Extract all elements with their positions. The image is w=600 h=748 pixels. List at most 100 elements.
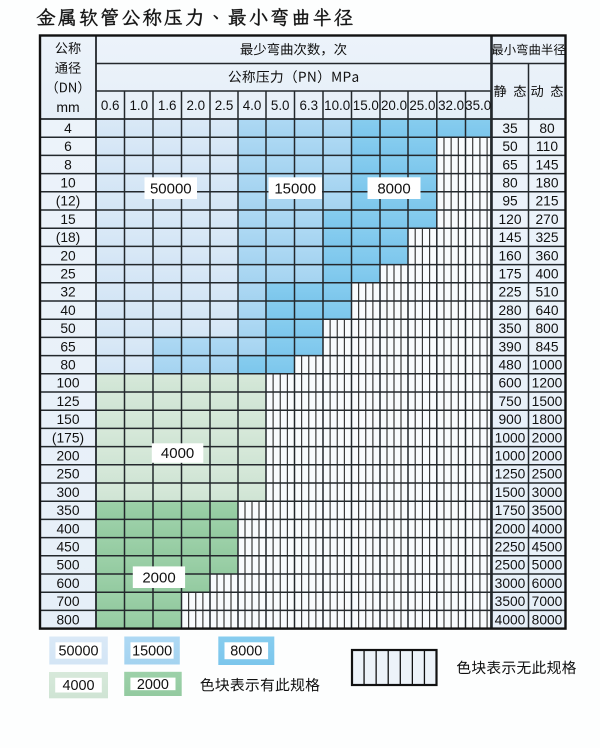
svg-text:180: 180 — [535, 176, 558, 191]
svg-text:360: 360 — [535, 248, 558, 263]
svg-text:175: 175 — [498, 267, 521, 282]
svg-text:6000: 6000 — [532, 576, 563, 591]
svg-text:150: 150 — [56, 412, 79, 427]
svg-text:50000: 50000 — [150, 180, 192, 197]
svg-text:15: 15 — [60, 212, 76, 227]
svg-text:1500: 1500 — [532, 394, 563, 409]
svg-text:4000: 4000 — [532, 521, 563, 536]
svg-text:100: 100 — [56, 376, 79, 391]
svg-text:10.0: 10.0 — [324, 98, 350, 113]
svg-text:1.0: 1.0 — [129, 98, 148, 113]
svg-text:640: 640 — [535, 303, 558, 318]
svg-text:1.6: 1.6 — [158, 98, 177, 113]
svg-text:400: 400 — [535, 267, 558, 282]
svg-text:300: 300 — [56, 485, 79, 500]
svg-text:40: 40 — [60, 303, 76, 318]
svg-text:7000: 7000 — [532, 594, 563, 609]
svg-text:32: 32 — [60, 285, 75, 300]
svg-text:25.0: 25.0 — [409, 98, 435, 113]
svg-text:145: 145 — [535, 157, 558, 172]
svg-text:(18): (18) — [56, 230, 81, 245]
svg-text:1200: 1200 — [532, 376, 563, 391]
svg-text:5000: 5000 — [532, 558, 563, 573]
svg-text:50000: 50000 — [58, 643, 98, 659]
svg-text:2500: 2500 — [495, 558, 526, 573]
svg-text:1000: 1000 — [495, 449, 526, 464]
svg-text:2250: 2250 — [495, 540, 526, 555]
svg-text:1500: 1500 — [495, 485, 526, 500]
svg-text:4.0: 4.0 — [243, 98, 262, 113]
svg-text:600: 600 — [498, 376, 521, 391]
svg-text:845: 845 — [535, 339, 558, 354]
svg-text:1750: 1750 — [495, 503, 526, 518]
svg-text:20: 20 — [60, 248, 76, 263]
svg-text:50: 50 — [502, 139, 518, 154]
svg-text:6.3: 6.3 — [299, 98, 318, 113]
svg-text:2500: 2500 — [532, 467, 563, 482]
svg-text:25: 25 — [60, 267, 76, 282]
svg-text:65: 65 — [502, 157, 518, 172]
svg-text:10: 10 — [60, 176, 76, 191]
svg-text:750: 750 — [498, 394, 521, 409]
svg-text:600: 600 — [56, 576, 79, 591]
svg-text:80: 80 — [502, 176, 518, 191]
svg-text:15000: 15000 — [132, 643, 172, 659]
svg-text:480: 480 — [498, 358, 521, 373]
svg-text:2000: 2000 — [532, 430, 563, 445]
svg-text:0.6: 0.6 — [101, 98, 120, 113]
svg-text:400: 400 — [56, 521, 79, 536]
svg-text:5.0: 5.0 — [271, 98, 290, 113]
svg-text:200: 200 — [56, 449, 79, 464]
svg-text:4000: 4000 — [161, 445, 194, 462]
svg-text:15.0: 15.0 — [353, 98, 379, 113]
svg-text:8000: 8000 — [230, 644, 262, 660]
svg-text:1250: 1250 — [495, 467, 526, 482]
svg-text:2000: 2000 — [532, 449, 563, 464]
svg-text:95: 95 — [502, 194, 518, 209]
svg-text:6: 6 — [64, 139, 72, 154]
svg-text:700: 700 — [56, 594, 79, 609]
svg-text:8000: 8000 — [377, 180, 410, 197]
svg-text:2000: 2000 — [142, 569, 175, 586]
svg-text:1000: 1000 — [532, 358, 563, 373]
svg-text:350: 350 — [56, 503, 79, 518]
svg-text:(12): (12) — [56, 194, 81, 209]
svg-text:15000: 15000 — [274, 180, 316, 197]
svg-text:2.5: 2.5 — [215, 98, 234, 113]
svg-text:20.0: 20.0 — [381, 98, 407, 113]
svg-text:4: 4 — [64, 121, 72, 136]
svg-text:2.0: 2.0 — [186, 98, 205, 113]
svg-text:32.0: 32.0 — [438, 98, 464, 113]
svg-text:35.0: 35.0 — [465, 98, 491, 113]
svg-text:8000: 8000 — [532, 612, 563, 627]
svg-text:450: 450 — [56, 540, 79, 555]
svg-text:2000: 2000 — [495, 521, 526, 536]
svg-text:110: 110 — [536, 139, 558, 154]
svg-text:120: 120 — [498, 212, 521, 227]
svg-text:8: 8 — [64, 157, 72, 172]
svg-text:390: 390 — [498, 339, 521, 354]
svg-text:4500: 4500 — [532, 540, 563, 555]
svg-text:125: 125 — [56, 394, 79, 409]
svg-text:65: 65 — [60, 339, 76, 354]
svg-text:160: 160 — [498, 248, 521, 263]
svg-text:3000: 3000 — [495, 576, 526, 591]
svg-text:1000: 1000 — [495, 430, 526, 445]
svg-text:50: 50 — [60, 321, 76, 336]
svg-text:280: 280 — [498, 303, 521, 318]
svg-text:250: 250 — [56, 467, 79, 482]
svg-text:(175): (175) — [52, 430, 84, 445]
svg-text:270: 270 — [535, 212, 558, 227]
svg-text:215: 215 — [535, 194, 558, 209]
svg-text:225: 225 — [498, 285, 521, 300]
svg-text:1800: 1800 — [532, 412, 563, 427]
svg-text:800: 800 — [535, 321, 558, 336]
svg-text:510: 510 — [535, 285, 558, 300]
svg-text:mm: mm — [56, 99, 79, 115]
svg-text:3500: 3500 — [495, 594, 526, 609]
svg-text:3500: 3500 — [532, 503, 563, 518]
svg-text:325: 325 — [535, 230, 558, 245]
svg-text:2000: 2000 — [137, 677, 169, 693]
svg-text:35: 35 — [502, 121, 518, 136]
svg-text:80: 80 — [60, 358, 76, 373]
